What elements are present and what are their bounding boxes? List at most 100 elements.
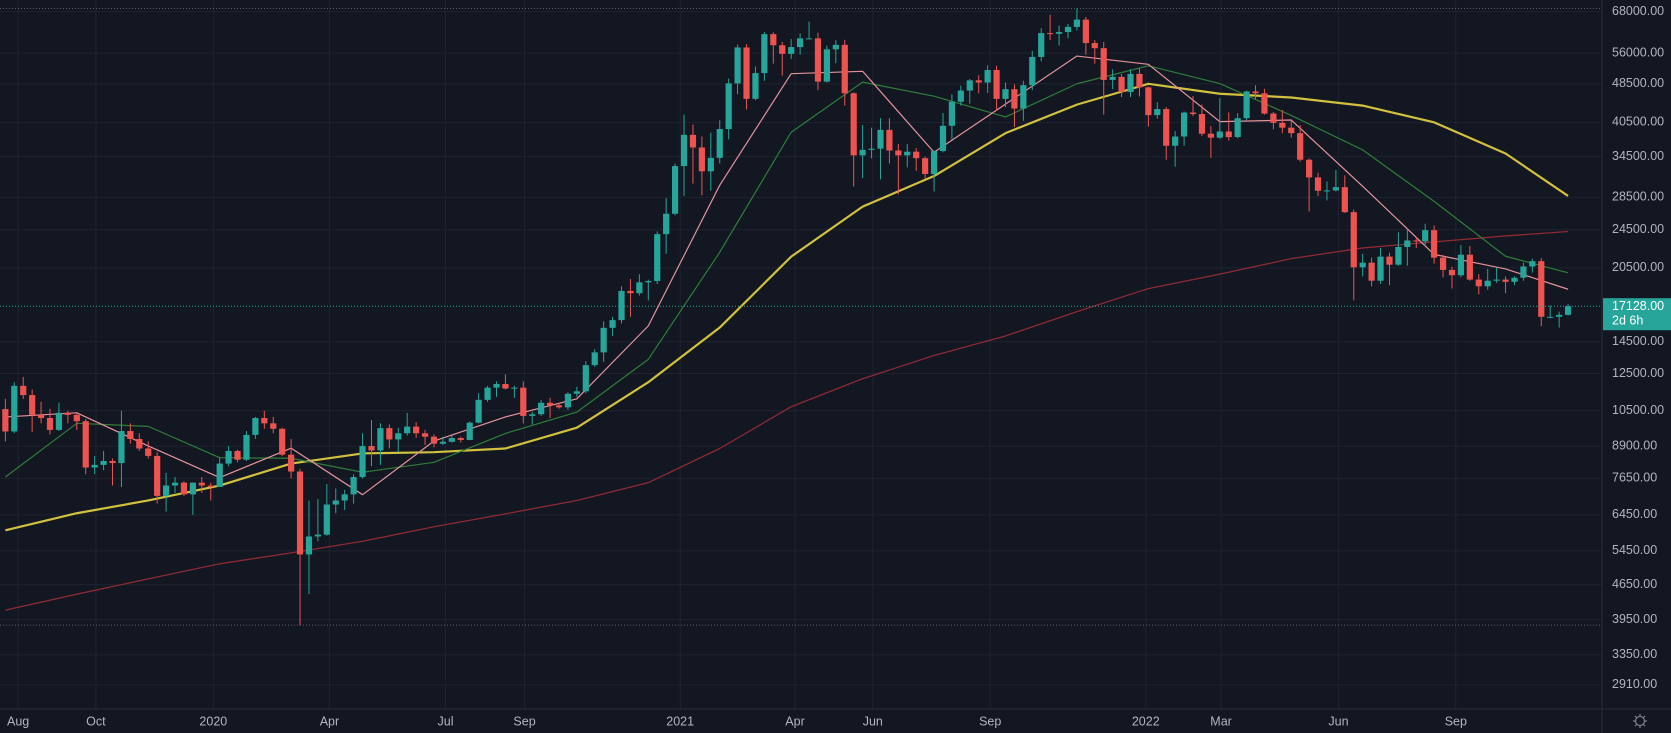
candle-body [689, 134, 697, 148]
candle-body [484, 387, 491, 400]
candle-body [1422, 230, 1429, 242]
candle-body [1502, 279, 1509, 282]
candle-body [814, 38, 822, 82]
y-tick-label: 56000.00 [1612, 45, 1664, 59]
candle-body [1011, 89, 1018, 109]
candle-body [1288, 127, 1295, 134]
candle-body [680, 134, 688, 167]
candle-body [1332, 187, 1339, 191]
y-tick-label: 8900.00 [1612, 438, 1657, 452]
axes: 68000.00 56000.00 48500.00 40500.00 34500.00… [7, 4, 1671, 728]
gear-ring [1634, 715, 1646, 727]
candle-body [2, 409, 9, 432]
candle-body [868, 148, 875, 150]
candle-body [1439, 257, 1447, 270]
candle-body [1154, 109, 1161, 116]
settings-icon[interactable] [1633, 714, 1647, 728]
candle-body [261, 418, 268, 424]
x-tick-label: Mar [1210, 714, 1232, 728]
candle-body [966, 80, 973, 91]
candle-body [993, 69, 1000, 99]
candle-body [725, 83, 732, 130]
candle-body [1216, 131, 1223, 138]
candle-body [413, 426, 420, 434]
y-tick-label: 3950.00 [1612, 612, 1657, 626]
candle-body [1118, 76, 1125, 92]
candle-body [100, 460, 107, 465]
candle-body [29, 395, 36, 415]
candle-body [37, 414, 45, 419]
y-tick-label: 14500.00 [1612, 334, 1664, 348]
candle-body [502, 384, 509, 389]
candle-body [377, 428, 384, 451]
candle-body [1529, 261, 1536, 267]
candle-body [1136, 73, 1143, 88]
candle-body [1002, 89, 1009, 99]
candle-body [493, 384, 500, 388]
candle-body [1404, 240, 1411, 247]
candle-body [1029, 56, 1036, 86]
candle-body [1073, 19, 1081, 27]
candle-body [1564, 306, 1572, 315]
y-tick-label: 20500.00 [1612, 260, 1664, 274]
candle-body [64, 412, 71, 415]
candle-body [645, 281, 652, 283]
candle-body [1511, 277, 1518, 282]
candle-body [1225, 131, 1232, 138]
candle-body [1413, 240, 1420, 242]
candle-body [716, 129, 723, 158]
candle-body [1377, 256, 1384, 281]
plot [0, 7, 1602, 626]
candle-body [1306, 159, 1313, 178]
candle-body [1145, 87, 1152, 116]
y-tick-label: 48500.00 [1612, 76, 1664, 90]
grid [0, 0, 1602, 709]
candle-body [475, 399, 482, 423]
x-tick-label: Oct [86, 714, 106, 728]
x-tick-label: 2022 [1132, 714, 1160, 728]
candle-body [457, 438, 464, 440]
candle-body [466, 422, 473, 440]
x-tick-label: Apr [785, 714, 804, 728]
candle-body [984, 69, 991, 83]
candle-body [225, 450, 232, 464]
candle-body [1198, 114, 1206, 134]
candle-body [788, 47, 795, 54]
candle-body [797, 38, 804, 48]
y-tick-label: 3350.00 [1612, 647, 1657, 661]
candle-body [895, 150, 902, 156]
candle-body [1341, 187, 1348, 213]
x-tick-label: Aug [7, 714, 29, 728]
candle-body [270, 423, 277, 429]
candle-body [341, 494, 348, 501]
candle-body [1448, 269, 1456, 276]
candle-body [189, 482, 196, 495]
candle-body [1359, 262, 1366, 268]
candle-body [859, 149, 866, 156]
candle-body [555, 405, 563, 408]
candle-body [368, 446, 375, 451]
candle-body [1234, 118, 1241, 138]
candle-body [823, 49, 830, 82]
x-tick-label: Sep [513, 714, 535, 728]
candle-body [20, 385, 27, 396]
y-tick-label: 34500.00 [1612, 149, 1664, 163]
candle-body [288, 454, 295, 472]
candle-body [91, 464, 98, 468]
candle-body [386, 428, 393, 440]
candle-body [1431, 230, 1438, 258]
candle-body [430, 436, 438, 444]
candle-body [1252, 91, 1259, 94]
candle-body [1386, 256, 1393, 265]
gear-teeth [1633, 714, 1647, 728]
candle-body [671, 166, 679, 214]
candle-body [1064, 26, 1072, 33]
candle-body [1547, 316, 1554, 318]
y-tick-label: 10500.00 [1612, 403, 1664, 417]
candle-body [1457, 254, 1465, 276]
y-tick-label: 24500.00 [1612, 222, 1664, 236]
candle-body [154, 455, 161, 496]
candle-body [520, 387, 527, 416]
candle-body [707, 157, 714, 172]
